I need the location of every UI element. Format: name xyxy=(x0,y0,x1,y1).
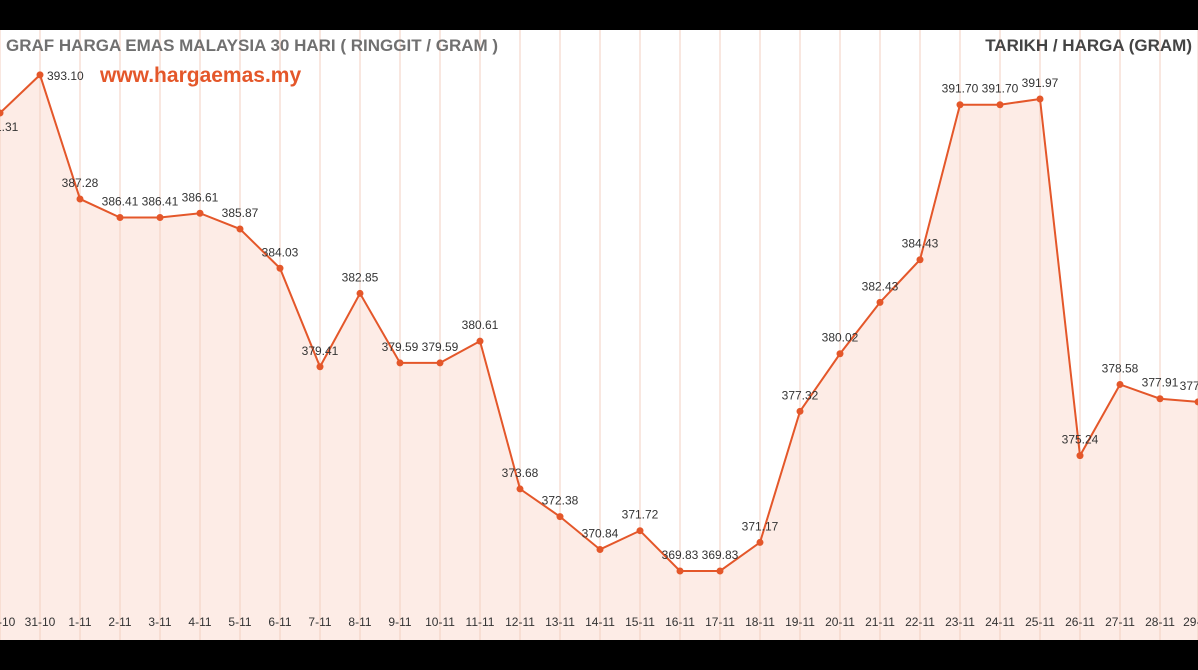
data-label: 380.61 xyxy=(462,318,499,332)
x-tick-label: 15-11 xyxy=(625,615,655,629)
data-point xyxy=(156,214,164,222)
data-point xyxy=(36,71,44,79)
x-tick-label: 25-11 xyxy=(1025,615,1055,629)
x-tick-label: 17-11 xyxy=(705,615,735,629)
data-point xyxy=(196,209,204,217)
data-point xyxy=(676,567,684,575)
data-point xyxy=(556,513,564,521)
x-tick-label: 20-11 xyxy=(825,615,855,629)
data-point xyxy=(796,407,804,415)
data-point xyxy=(956,101,964,109)
data-point xyxy=(716,567,724,575)
data-point xyxy=(516,485,524,493)
data-point xyxy=(436,359,444,367)
data-label: 386.41 xyxy=(102,195,139,209)
data-label: 370.84 xyxy=(582,526,619,540)
data-label: 386.61 xyxy=(182,190,219,204)
data-label: 385.87 xyxy=(222,206,259,220)
area-fill xyxy=(0,74,1198,640)
x-tick-label: 9-11 xyxy=(388,615,411,629)
data-label: 375.24 xyxy=(1062,433,1099,447)
data-point xyxy=(1116,380,1124,388)
data-label: 369.83 xyxy=(662,548,699,562)
website-link[interactable]: www.hargaemas.my xyxy=(100,64,302,87)
legend-label: TARIKH / HARGA (GRAM) xyxy=(985,36,1192,55)
x-tick-label: 7-11 xyxy=(308,615,331,629)
x-tick-label: 3-11 xyxy=(148,615,171,629)
data-point xyxy=(396,359,404,367)
x-tick-label: 24-11 xyxy=(985,615,1015,629)
data-label: 377.32 xyxy=(782,388,819,402)
data-label: 387.28 xyxy=(62,176,99,190)
data-label: 391.70 xyxy=(982,82,1019,96)
chart-title: GRAF HARGA EMAS MALAYSIA 30 HARI ( RINGG… xyxy=(6,36,499,55)
data-label: 380.02 xyxy=(822,331,859,345)
data-point xyxy=(596,545,604,553)
data-label: 379.59 xyxy=(382,340,419,354)
data-point xyxy=(276,264,284,272)
data-label: 386.41 xyxy=(142,195,179,209)
data-point xyxy=(116,214,124,222)
x-tick-label: 8-11 xyxy=(348,615,371,629)
data-point xyxy=(756,538,764,546)
x-tick-label: 31-10 xyxy=(25,615,56,629)
x-tick-label: 4-11 xyxy=(188,615,211,629)
data-point xyxy=(476,337,484,345)
data-label: 379.59 xyxy=(422,340,459,354)
x-tick-label: 16-11 xyxy=(665,615,695,629)
x-tick-label: 2-11 xyxy=(108,615,131,629)
x-tick-label: 6-11 xyxy=(268,615,291,629)
data-label: 379.41 xyxy=(302,344,339,358)
data-label: 377.91 xyxy=(1142,376,1179,390)
data-label: 369.83 xyxy=(702,548,739,562)
x-tick-label: 23-11 xyxy=(945,615,975,629)
data-label: 382.43 xyxy=(862,279,899,293)
x-tick-label: 22-11 xyxy=(905,615,935,629)
x-tick-label: 1-11 xyxy=(68,615,91,629)
data-label: 391.97 xyxy=(1022,76,1059,90)
x-tick-label: 5-11 xyxy=(228,615,251,629)
data-label: 384.03 xyxy=(262,245,299,259)
line-chart: 391.31393.10387.28386.41386.41386.61385.… xyxy=(0,30,1198,640)
x-tick-label: 30-10 xyxy=(0,615,16,629)
x-tick-label: 10-11 xyxy=(425,615,455,629)
x-tick-label: 13-11 xyxy=(545,615,575,629)
data-label: 371.72 xyxy=(622,508,659,522)
x-tick-label: 21-11 xyxy=(865,615,895,629)
data-label: 371.17 xyxy=(742,519,779,533)
data-point xyxy=(236,225,244,233)
data-point xyxy=(1036,95,1044,103)
data-point xyxy=(636,527,644,535)
x-tick-label: 14-11 xyxy=(585,615,615,629)
data-label: 382.85 xyxy=(342,270,379,284)
x-tick-label: 27-11 xyxy=(1105,615,1135,629)
data-point xyxy=(996,101,1004,109)
data-label: 373.68 xyxy=(502,466,539,480)
data-point xyxy=(0,109,4,117)
data-point xyxy=(1076,452,1084,460)
x-tick-label: 19-11 xyxy=(785,615,815,629)
data-label: 391.70 xyxy=(942,82,979,96)
data-label: 391.31 xyxy=(0,120,19,134)
chart-area: 391.31393.10387.28386.41386.41386.61385.… xyxy=(0,30,1198,640)
x-tick-label: 28-11 xyxy=(1145,615,1175,629)
data-point xyxy=(916,256,924,264)
data-label: 378.58 xyxy=(1102,361,1139,375)
x-tick-label: 26-11 xyxy=(1065,615,1095,629)
data-point xyxy=(316,363,324,371)
data-point xyxy=(1156,395,1164,403)
data-label: 384.43 xyxy=(902,237,939,251)
x-tick-label: 18-11 xyxy=(745,615,775,629)
data-point xyxy=(76,195,84,203)
x-tick-label: 12-11 xyxy=(505,615,535,629)
data-point xyxy=(1194,398,1198,406)
data-label: 377.76 xyxy=(1180,379,1198,393)
x-tick-label: 11-11 xyxy=(466,615,495,629)
data-point xyxy=(876,298,884,306)
data-point xyxy=(356,289,364,297)
x-tick-label: 29-11 xyxy=(1183,615,1198,629)
data-label: 393.10 xyxy=(47,69,84,83)
data-point xyxy=(836,350,844,358)
data-label: 372.38 xyxy=(542,494,579,508)
